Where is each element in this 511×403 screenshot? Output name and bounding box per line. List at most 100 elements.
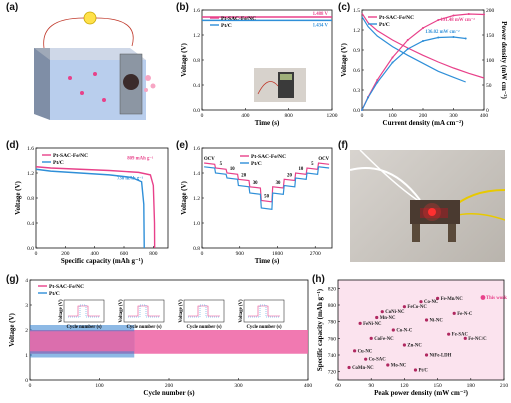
data-point	[376, 79, 379, 81]
x-axis-title: Time (s)	[255, 119, 280, 127]
legend-entry: Pt/C	[53, 160, 64, 166]
y-tick-label: 1.6	[27, 146, 34, 152]
scatter-point	[424, 318, 429, 322]
data-point	[376, 81, 379, 84]
inset-series	[248, 305, 280, 317]
y-tick-label: 2	[25, 328, 28, 334]
chart-h: 60 90 120 150 180 210 720 740 760 780 800 820 Peak p…	[316, 279, 508, 397]
series-line	[35, 166, 156, 249]
series-line-power	[361, 36, 466, 111]
inset-y-title: Voltage (V)	[59, 299, 64, 323]
point-label: Fe-SAC	[452, 333, 469, 338]
y-tick-label: 740	[328, 353, 337, 359]
inset-frame	[183, 299, 225, 323]
data-point	[361, 109, 363, 111]
point-label: FeNi-NC	[363, 322, 382, 327]
y-tick-label: 0	[25, 378, 28, 384]
scatter-point	[364, 357, 368, 361]
y-tick-label: 1.4	[193, 171, 200, 177]
y-tick-label: 800	[328, 303, 337, 309]
y-axis-title: Specific capacity (mAh g⁻¹)	[316, 288, 324, 371]
legend-entry: Pt-SAC-Fe/NC	[379, 15, 414, 21]
y2-axis-title: Power density (mW cm⁻²)	[500, 21, 508, 99]
data-point	[367, 96, 370, 99]
scatter-point	[375, 315, 379, 320]
series-line	[35, 168, 145, 249]
scatter-point	[347, 365, 351, 370]
x-tick-label: 300	[234, 383, 243, 389]
y-tick-label: 720	[328, 370, 337, 376]
x-tick-label: 200	[419, 113, 428, 119]
y-tick-label: 760	[328, 336, 337, 342]
x-axis-title: Current density (mA cm⁻²)	[383, 119, 465, 127]
multimeter-inset	[254, 68, 306, 102]
device-photo	[350, 150, 505, 262]
y-tick-label: 0.3	[353, 88, 360, 94]
y-tick-label: 3	[25, 303, 28, 309]
x-tick-label: 200	[61, 251, 70, 257]
inset-y-title: Voltage (V)	[239, 299, 244, 323]
series-line	[204, 162, 330, 203]
inset-frame	[63, 299, 105, 323]
y-tick-label: 1.6	[193, 146, 200, 152]
series-line	[204, 166, 330, 210]
x-axis-title: Time (s)	[255, 257, 280, 265]
legend-entry: Pt/C	[379, 22, 390, 28]
y-tick-label: 0.0	[27, 246, 34, 252]
point-label: CoFe-NC	[374, 337, 394, 342]
scatter-point	[480, 295, 486, 300]
point-label: Cu-NC	[358, 349, 373, 354]
y2-tick-label: 100	[486, 58, 495, 64]
y-tick-label: 0.0	[193, 108, 200, 114]
y-axis-title: Voltage (V)	[14, 180, 22, 214]
panel-label-d: (d)	[6, 140, 19, 151]
x-axis-title: Peak power density (mW cm⁻²)	[374, 389, 468, 397]
point-label: Zn-NC	[407, 344, 422, 349]
y2-tick-label: 150	[486, 33, 495, 39]
data-label: 191.48 mW cm⁻²	[440, 17, 475, 23]
y-axis-title: Voltage (V)	[180, 42, 188, 76]
inset-x-title: Cycle number (s)	[186, 325, 221, 330]
y-tick-label: 1.2	[353, 28, 360, 34]
x-tick-label: 0	[201, 113, 204, 119]
plot-frame	[337, 279, 505, 381]
y-tick-label: 0.4	[27, 221, 34, 227]
wire	[257, 81, 279, 95]
scatter-point	[358, 321, 362, 325]
inset-frame	[123, 299, 165, 323]
x-tick-label: 90	[368, 383, 374, 389]
scatter-point	[402, 343, 406, 347]
point-label: Mn-NC	[380, 316, 396, 321]
x-tick-label: 400	[241, 113, 250, 119]
x-tick-label: 400	[304, 383, 313, 389]
point-label: FeCo-NC	[407, 305, 427, 310]
y-tick-label: 1.6	[193, 8, 200, 14]
data-label: 809 mAh g⁻¹	[127, 155, 154, 161]
data-point	[437, 19, 440, 21]
y-tick-label: 0.8	[193, 58, 200, 64]
y-tick-label: 1.2	[193, 196, 200, 202]
x-tick-label: 400	[480, 113, 489, 119]
point-label: CoNi-NC	[385, 310, 405, 315]
data-point	[467, 13, 470, 15]
data-label: 136.02 mW cm⁻²	[425, 29, 460, 35]
inset-x-title: Cycle number (s)	[246, 325, 281, 330]
point-label: CoMn-NC	[352, 366, 374, 371]
data-label: 1.434 V	[313, 23, 329, 28]
data-point	[406, 48, 409, 50]
plot-background	[338, 280, 504, 380]
step-label: OCV	[204, 157, 215, 162]
x-tick-label: 120	[400, 383, 409, 389]
legend-entry: Pt-SAC-Fe/NC	[49, 284, 84, 290]
inset-y-title: Voltage (V)	[119, 299, 124, 323]
x-tick-label: 1800	[272, 251, 283, 257]
legend-entry: Pt-SAC-Fe/NC	[221, 16, 256, 22]
data-point	[483, 13, 485, 16]
x-tick-label: 0	[29, 383, 32, 389]
data-label: 1.488 V	[313, 12, 329, 17]
y-tick-label: 1	[25, 353, 28, 359]
air-electrode-icon	[123, 74, 139, 90]
battery-schematic	[34, 11, 156, 120]
data-point	[452, 36, 455, 38]
data-label: 738 mAh g⁻¹	[117, 175, 144, 181]
